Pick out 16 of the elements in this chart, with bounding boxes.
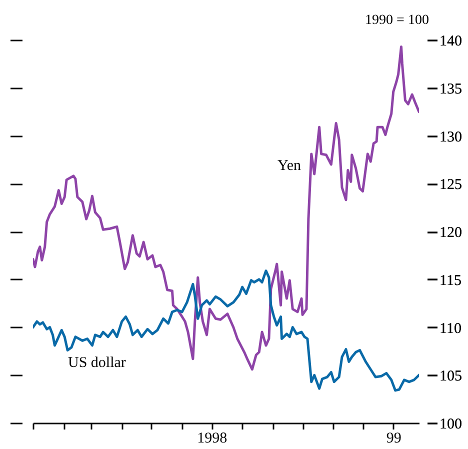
y2-tick-label: 105 (440, 368, 462, 385)
y2-tick-label: 140 (440, 34, 462, 50)
y2-tick-label: 125 (440, 177, 462, 194)
series-label: US dollar (68, 355, 126, 371)
text: 1990 = 100 (365, 13, 429, 28)
y2-tick-label: 120 (440, 225, 462, 241)
y2-tick-label: 110 (440, 320, 462, 337)
y2-tick-label: 115 (440, 272, 462, 289)
line-series (33, 270, 419, 392)
x-tick-label: 99 (386, 430, 402, 446)
y2-tick-label: 100 (440, 416, 462, 432)
y2-tick-label: 135 (440, 81, 462, 98)
y2-tick-label: 130 (440, 129, 462, 146)
line-series (33, 45, 419, 371)
x-tick-label: 1998 (197, 430, 228, 446)
series-label: Yen (278, 158, 302, 174)
